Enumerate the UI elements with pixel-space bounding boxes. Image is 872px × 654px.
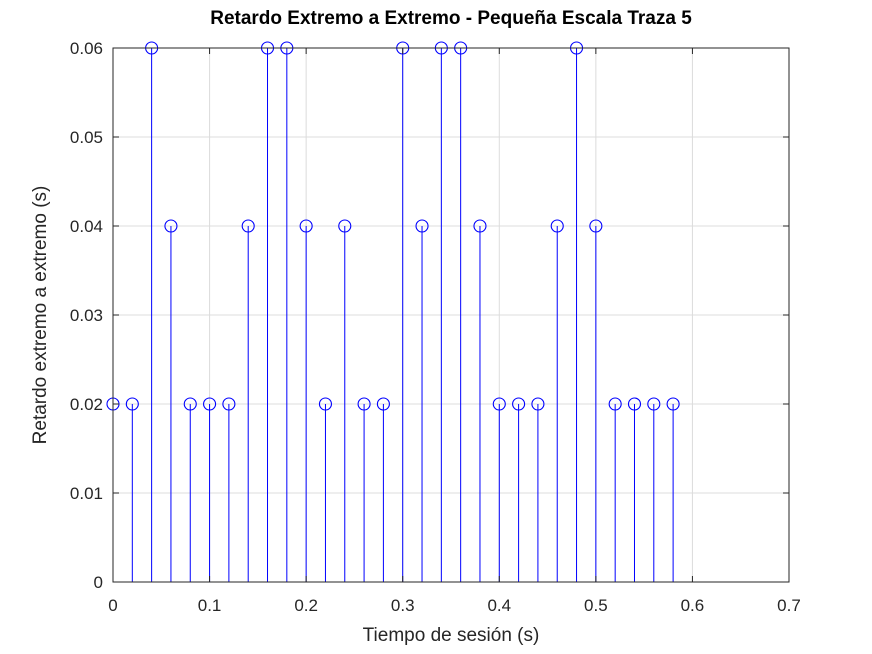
x-tick-label: 0.7 [777,596,801,615]
stem-marker [183,397,197,411]
stem-marker [357,397,371,411]
x-tick-label: 0 [108,596,117,615]
stem-marker [415,219,429,233]
y-tick-label: 0.03 [70,306,103,325]
x-tick-label: 0.5 [584,596,608,615]
stem-marker [376,397,390,411]
stem-marker [492,397,506,411]
axis-ticks: 0 0.1 0.2 0.3 0.4 0.5 0.6 0.7 0 0.01 0.02 0.03 0.04 0… [70,39,801,615]
stem-marker [666,397,680,411]
stem-marker [222,397,236,411]
stem-marker [589,219,603,233]
stem-marker [608,397,622,411]
stem-marker [531,397,545,411]
y-tick-label: 0.02 [70,395,103,414]
y-tick-label: 0 [94,573,103,592]
stem-marker [627,397,642,411]
stem-marker [164,219,178,233]
y-tick-label: 0.06 [70,39,103,58]
x-tick-label: 0.6 [681,596,705,615]
y-tick-label: 0.04 [70,217,103,236]
stem-marker [338,219,352,233]
x-tick-label: 0.1 [198,596,222,615]
x-tick-label: 0.3 [391,596,415,615]
y-axis-label: Retardo extremo a extremo (s) [30,186,51,445]
y-tick-label: 0.01 [70,484,103,503]
x-axis-label: Tiempo de sesión (s) [363,625,540,646]
x-tick-label: 0.2 [294,596,318,615]
stem-marker [299,219,313,233]
x-tick-label: 0.4 [487,596,511,615]
stem-marker [318,397,333,411]
stem-marker [550,219,564,233]
y-tick-label: 0.05 [70,128,103,147]
stem-marker [241,219,255,233]
stem-marker [473,219,487,233]
stem-marker [512,397,526,411]
stem-marker [647,397,661,411]
chart-title: Retardo Extremo a Extremo - Pequeña Esca… [210,8,692,29]
stem-marker [203,397,217,411]
stem-marker [125,397,139,411]
